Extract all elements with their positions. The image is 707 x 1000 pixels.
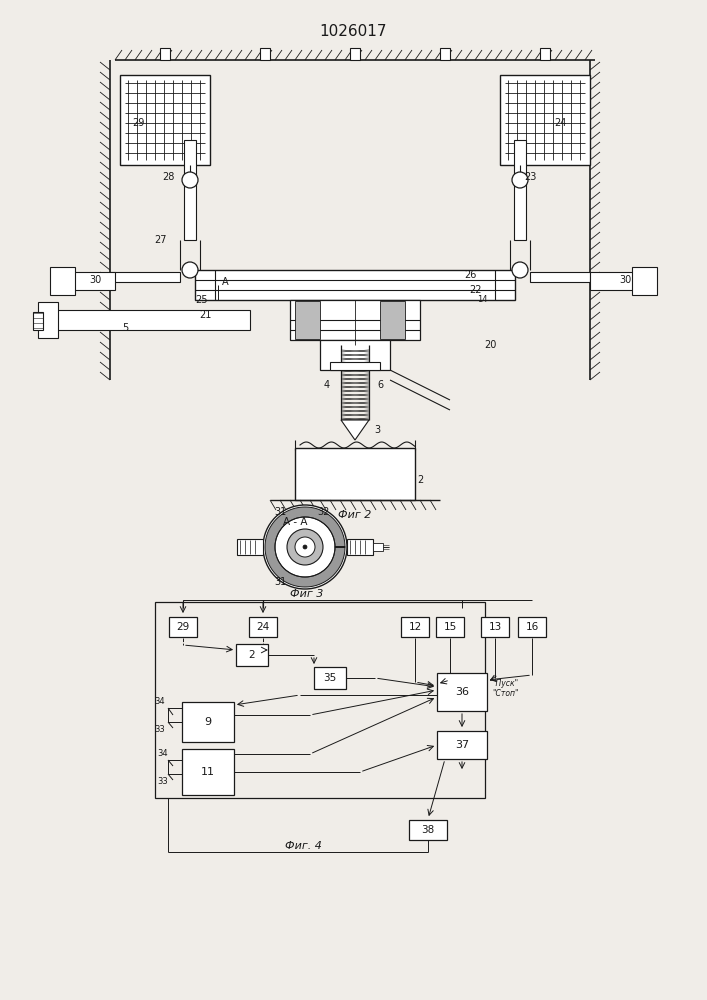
Text: 28: 28 [163,172,175,182]
Bar [436,617,464,637]
Text: 32: 32 [317,507,329,517]
Bar [314,667,346,689]
Circle shape [182,172,198,188]
Bar [182,749,234,795]
Circle shape [512,172,528,188]
Bar [500,75,590,165]
Text: 33: 33 [158,776,168,786]
Bar [632,267,657,295]
Text: 21: 21 [199,310,212,320]
Bar [481,617,509,637]
Text: 29: 29 [133,118,145,128]
Circle shape [512,262,528,278]
Bar [590,272,635,290]
Text: 6: 6 [377,380,383,390]
Text: 9: 9 [204,717,211,727]
Text: 29: 29 [176,622,189,632]
Bar [380,301,405,339]
Bar [155,602,485,798]
Bar [237,539,263,555]
Bar [120,75,210,165]
Text: 36: 36 [455,687,469,697]
Text: 3: 3 [374,425,380,435]
Bar [249,617,277,637]
Bar [373,543,383,551]
Bar [440,48,450,60]
Polygon shape [265,507,345,587]
Text: Фиг. 4: Фиг. 4 [284,841,322,851]
Bar [33,312,43,330]
Bar [401,617,429,637]
Text: Фиг 3: Фиг 3 [291,589,324,599]
Text: 31: 31 [274,577,286,587]
Text: 11: 11 [201,767,215,777]
Bar [290,300,420,340]
Bar [110,272,180,282]
Bar [320,340,390,370]
Text: 33: 33 [155,726,165,734]
Text: 15: 15 [443,622,457,632]
Text: 24: 24 [257,622,269,632]
Bar [55,310,250,330]
Bar [50,267,75,295]
Bar [347,539,373,555]
Text: 27: 27 [155,235,167,245]
Bar [70,272,115,290]
Text: 23: 23 [524,172,536,182]
Text: 30: 30 [619,275,631,285]
Text: 38: 38 [421,825,435,835]
Text: 26: 26 [464,270,477,280]
Text: 30: 30 [89,275,101,285]
Bar [530,272,590,282]
Circle shape [263,505,347,589]
Bar [38,302,58,338]
Text: 34: 34 [155,698,165,706]
Text: А - А: А - А [283,517,308,527]
Text: 4: 4 [324,380,330,390]
Bar [518,617,546,637]
Bar [169,617,197,637]
Text: 14: 14 [477,296,487,304]
Bar [260,48,270,60]
Text: 25: 25 [196,295,208,305]
Bar [236,644,268,666]
Text: 37: 37 [455,740,469,750]
Bar [437,731,487,759]
Circle shape [303,545,307,549]
Text: 2: 2 [417,475,423,485]
Text: 12: 12 [409,622,421,632]
Bar [295,301,320,339]
Circle shape [295,537,315,557]
Text: 16: 16 [525,622,539,632]
Bar [540,48,550,60]
Text: 31: 31 [274,507,286,517]
Text: "Стоп": "Стоп" [492,690,518,698]
Text: 13: 13 [489,622,502,632]
Circle shape [287,529,323,565]
Text: 1026017: 1026017 [320,24,387,39]
Bar [195,270,515,300]
Bar [437,673,487,711]
Bar [514,140,526,240]
Circle shape [182,262,198,278]
Bar [160,48,170,60]
Bar [182,702,234,742]
Bar [184,140,196,240]
Bar [295,448,415,500]
Bar [330,362,380,370]
Text: "Пуск": "Пуск" [492,680,518,688]
Text: 20: 20 [484,340,496,350]
Text: 22: 22 [469,285,482,295]
Text: 24: 24 [554,118,566,128]
Polygon shape [341,420,369,440]
Text: 5: 5 [122,323,128,333]
Text: 2: 2 [249,650,255,660]
Text: А: А [222,277,228,287]
Text: 34: 34 [158,748,168,758]
Bar [409,820,447,840]
Bar [350,48,360,60]
Text: 35: 35 [323,673,337,683]
Text: Фиг 2: Фиг 2 [339,510,372,520]
